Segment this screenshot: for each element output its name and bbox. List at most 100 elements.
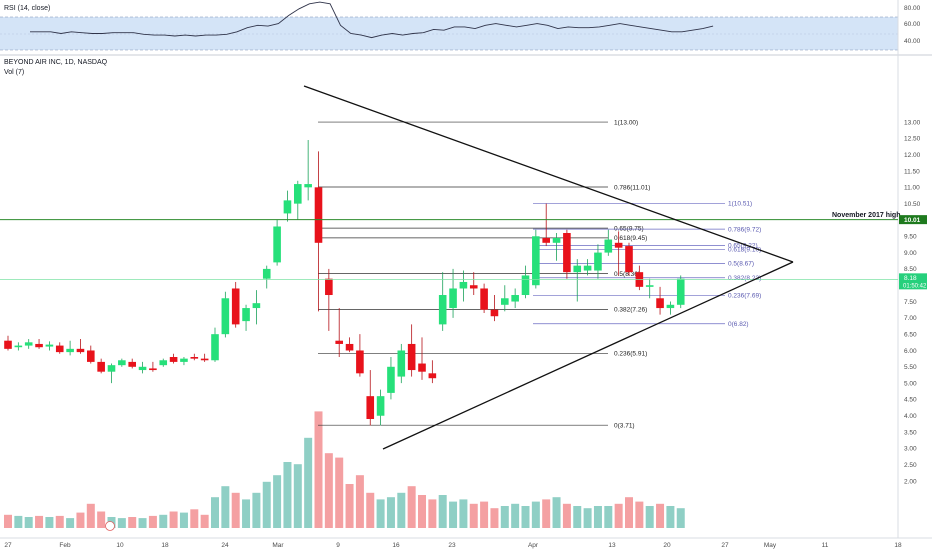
- volume-bar: [148, 515, 157, 528]
- candle-body: [211, 334, 219, 361]
- volume-bar: [573, 506, 582, 528]
- volume-bar: [24, 517, 33, 528]
- candle-body: [490, 309, 499, 317]
- volume-bar: [428, 499, 437, 528]
- fib2-level-label: 0(6.82): [728, 321, 749, 328]
- current-price-badge: [899, 273, 927, 290]
- bar-countdown: 01:50:42: [903, 283, 927, 289]
- price-tick: 13.00: [904, 119, 921, 126]
- time-tick: 27: [721, 542, 729, 549]
- time-tick: 18: [894, 542, 902, 549]
- candle-body: [521, 275, 530, 296]
- rsi-pane: RSI (14, close) 80.00 60.00 40.00: [0, 1, 921, 51]
- price-tick: 6.00: [904, 348, 917, 355]
- candle-body: [366, 396, 375, 420]
- time-tick: 20: [663, 542, 671, 549]
- candle-body: [76, 348, 85, 353]
- rsi-tick: 60.00: [904, 21, 921, 28]
- candle-body: [304, 184, 312, 188]
- price-tick: 2.50: [904, 462, 917, 469]
- candle-body: [376, 396, 385, 416]
- candle-body: [107, 365, 116, 372]
- candle-body: [231, 288, 240, 325]
- rsi-tick: 80.00: [904, 5, 921, 12]
- volume-bar: [635, 501, 644, 528]
- candle-body: [511, 295, 519, 302]
- resistance-annotation: November 2017 high: [832, 212, 900, 219]
- time-tick: 16: [392, 542, 400, 549]
- candle-body: [97, 361, 105, 372]
- triangle-lower-trendline[interactable]: [382, 261, 794, 450]
- rsi-band: [0, 17, 898, 50]
- candle-body: [35, 343, 43, 348]
- time-tick: May: [764, 542, 777, 549]
- volume-bar: [190, 509, 199, 528]
- price-axis[interactable]: 13.0012.5012.0011.5011.0010.5010.009.509…: [904, 119, 921, 485]
- fib-level-label: 0.618(9.45): [614, 235, 647, 242]
- volume-bar: [283, 462, 292, 528]
- candle-body: [407, 343, 416, 371]
- candle-body: [480, 288, 488, 310]
- fib-level-label: 0(3.71): [614, 423, 635, 430]
- candle-body: [387, 366, 395, 393]
- rsi-tick: 40.00: [904, 38, 921, 45]
- volume-bar: [211, 497, 219, 528]
- fib-level-label: 0.786(11.01): [614, 184, 650, 191]
- volume-bar: [262, 481, 271, 528]
- volume-bar: [86, 503, 95, 528]
- volume-bar: [480, 501, 489, 528]
- volume-bar: [593, 506, 602, 528]
- triangle-upper-trendline[interactable]: [303, 85, 794, 263]
- volume-bar: [552, 497, 561, 528]
- volume-bar: [55, 515, 64, 528]
- candle-body: [325, 278, 333, 296]
- volume-bar: [252, 492, 261, 528]
- fib-level-label: 1(13.00): [614, 119, 638, 126]
- volume-bar: [221, 486, 230, 528]
- resistance-price-badge: [899, 215, 927, 225]
- candle-body: [159, 360, 168, 366]
- candlesticks: [4, 140, 685, 426]
- earnings-event-icon[interactable]: [105, 521, 115, 531]
- candle-body: [438, 295, 447, 325]
- volume-bar: [459, 499, 468, 528]
- rsi-line: [30, 1, 714, 39]
- candle-body: [573, 265, 582, 273]
- volume-bar: [242, 499, 251, 528]
- candle-body: [128, 361, 136, 367]
- volume-bar: [562, 503, 571, 528]
- volume-bar: [97, 511, 106, 528]
- candle-body: [200, 358, 209, 361]
- volume-bar: [614, 503, 623, 528]
- candle-body: [252, 303, 261, 309]
- time-tick: 27: [4, 542, 12, 549]
- triangle-pattern[interactable]: [303, 85, 794, 450]
- volume-bar: [366, 492, 375, 528]
- time-axis[interactable]: 27 Feb 10 18 24 Mar 9 16 23 Apr 13 20 27 May 11 18: [4, 542, 902, 549]
- candle-body: [118, 360, 126, 366]
- price-tick: 8.50: [904, 266, 917, 273]
- candle-body: [604, 239, 613, 253]
- candle-body: [418, 363, 426, 372]
- candle-body: [4, 340, 12, 349]
- candle-body: [469, 285, 478, 289]
- volume-bar: [138, 518, 147, 528]
- candle-body: [242, 308, 250, 322]
- price-tick: 10.50: [904, 201, 921, 208]
- candle-body: [501, 298, 509, 305]
- time-tick: 23: [448, 542, 456, 549]
- time-tick: Mar: [272, 542, 284, 549]
- candle-body: [449, 288, 457, 309]
- volume-bar: [469, 503, 478, 528]
- price-tick: 3.00: [904, 446, 917, 453]
- candle-body: [335, 340, 343, 344]
- candle-body: [428, 373, 437, 379]
- candle-body: [542, 237, 550, 243]
- candle-body: [656, 298, 664, 309]
- candle-body: [356, 350, 364, 374]
- price-tick: 5.50: [904, 364, 917, 371]
- candle-body: [666, 304, 675, 309]
- volume-bar: [169, 511, 178, 528]
- price-tick: 11.00: [904, 185, 920, 192]
